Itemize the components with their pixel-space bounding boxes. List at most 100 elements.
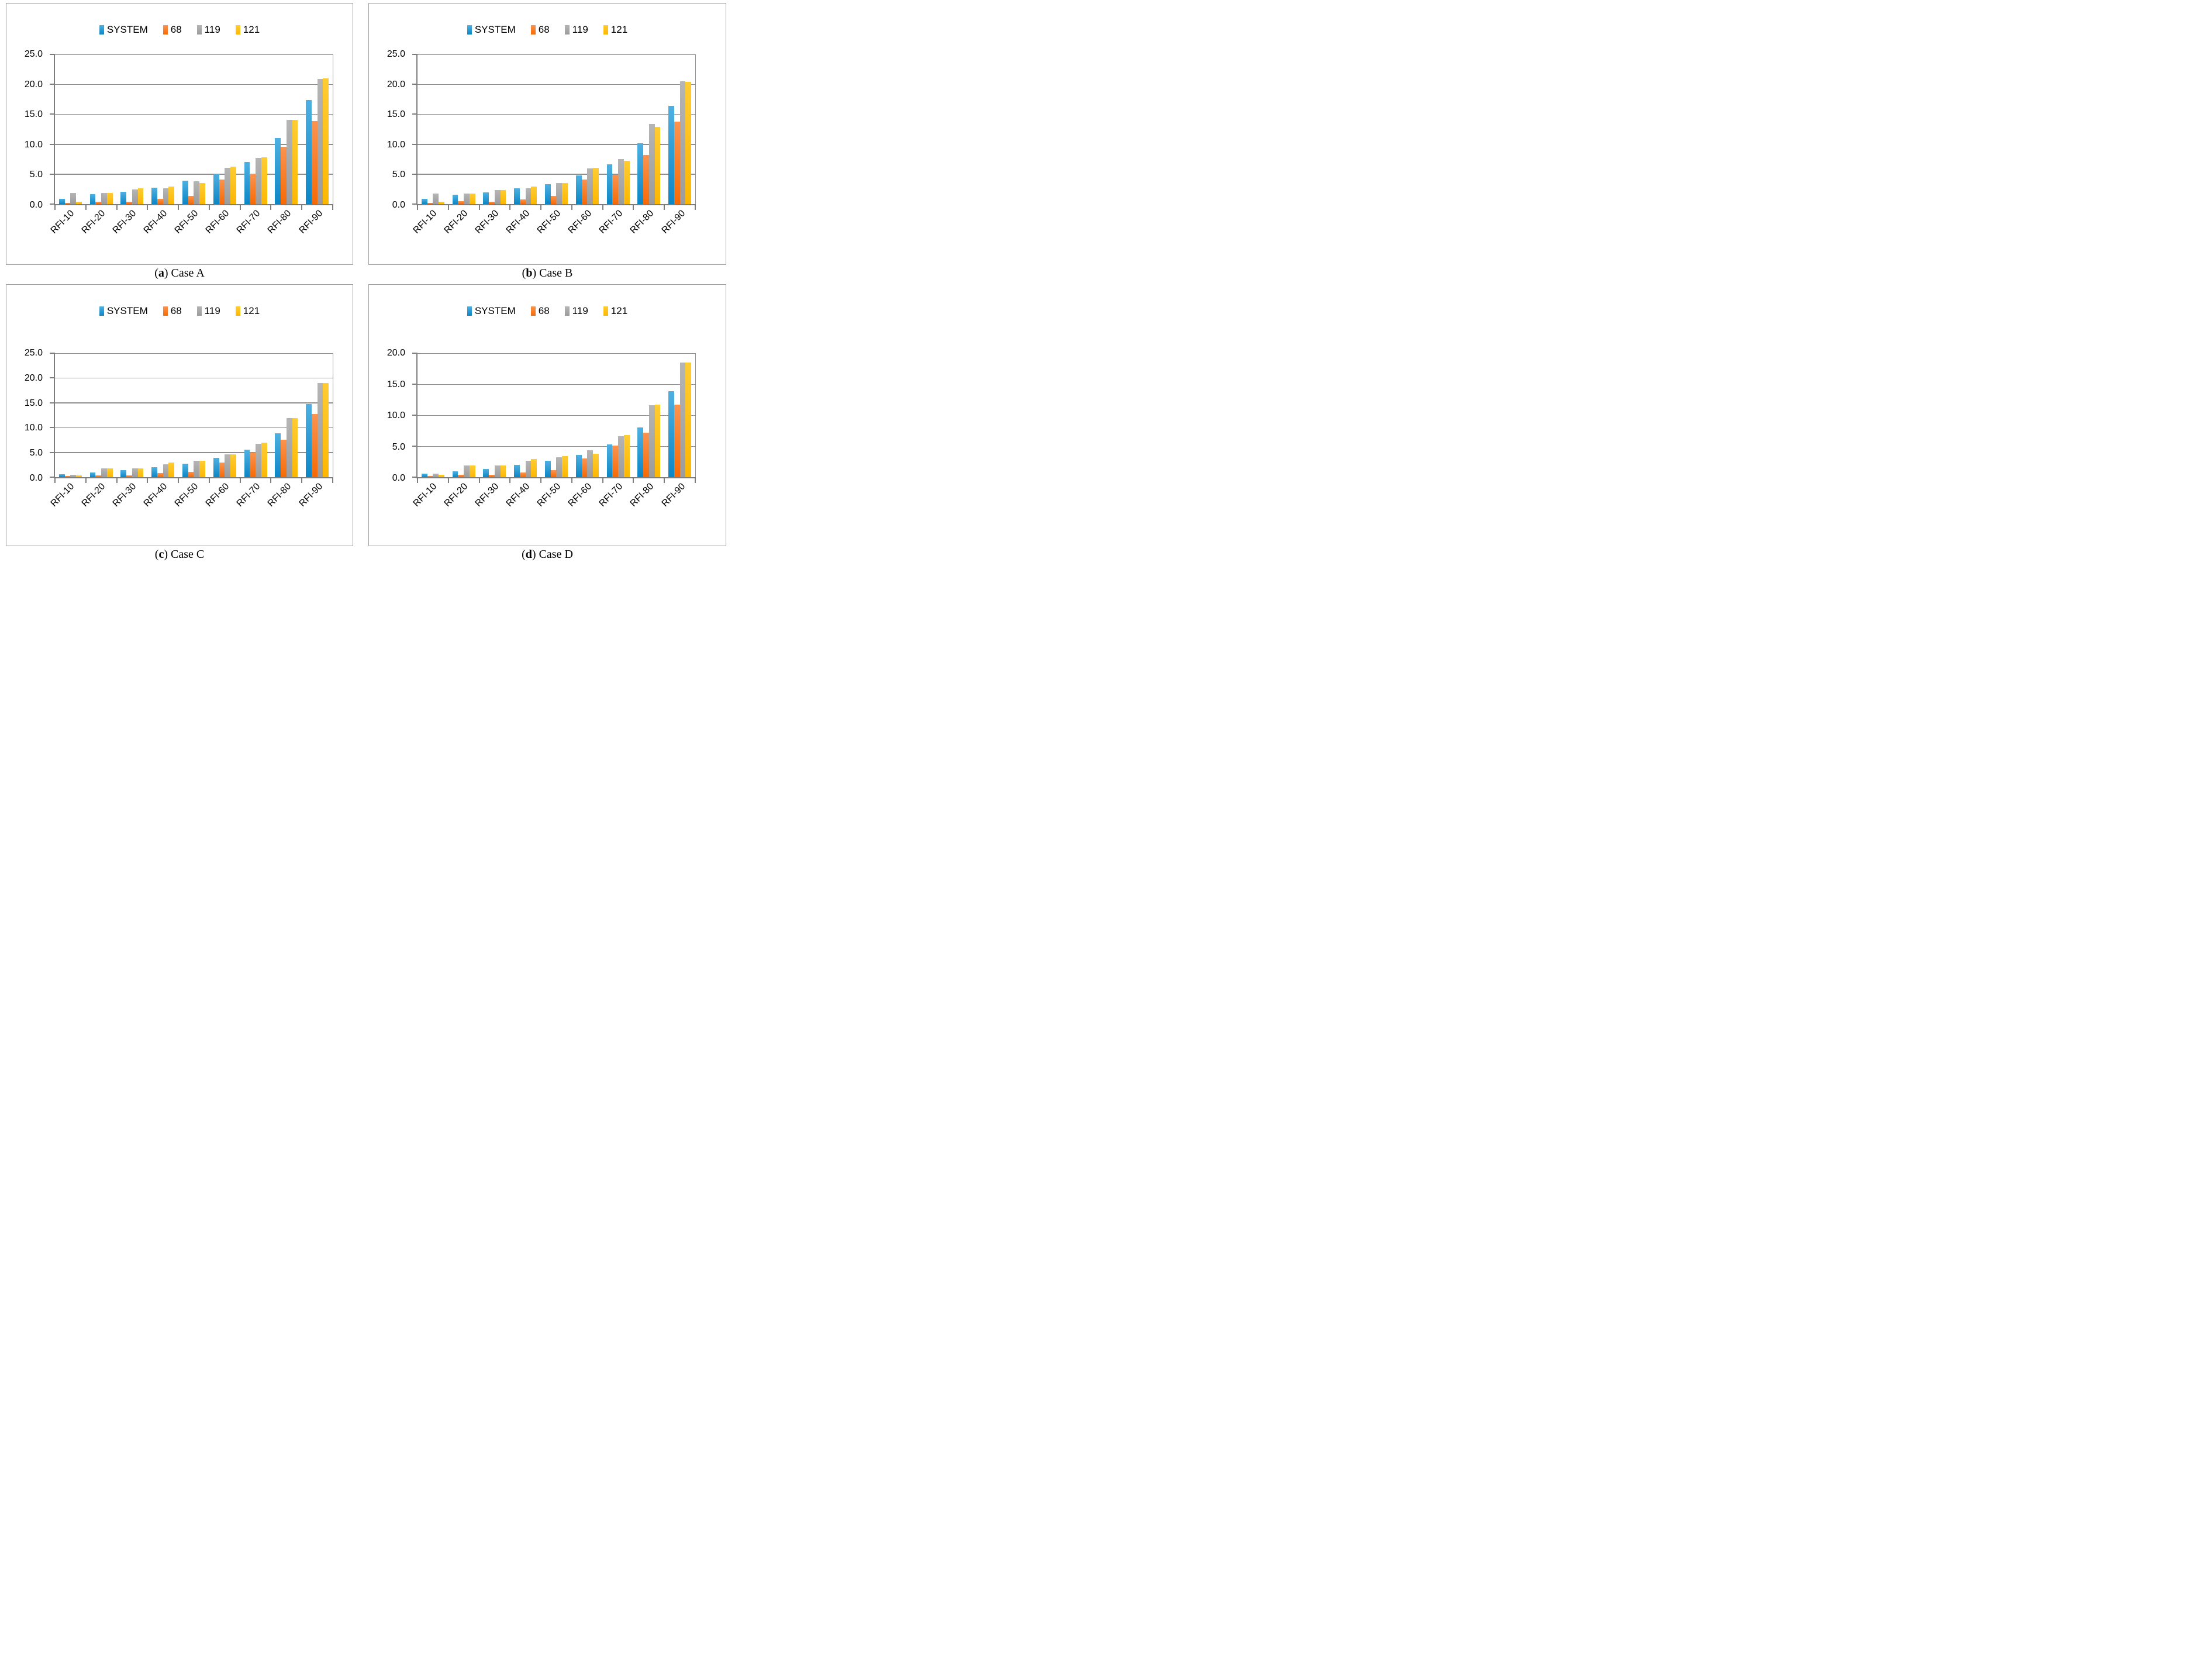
x-tick-label: RFI-20 xyxy=(80,208,107,236)
legend-swatch-icon xyxy=(99,306,104,316)
x-tick xyxy=(417,477,418,483)
bar-SYSTEM-RFI-20 xyxy=(89,472,96,477)
x-tick xyxy=(85,477,87,483)
bar-121-RFI-90 xyxy=(323,78,329,204)
legend-item-121: 121 xyxy=(603,25,627,35)
bar-119-RFI-10 xyxy=(70,474,77,477)
x-tick xyxy=(509,204,511,210)
bar-121-RFI-20 xyxy=(106,468,113,477)
panel-case-a: SYSTEM 68 119 121 25.0 20.0 15.0 10.0 5.0 0.0 RF… xyxy=(6,3,353,265)
bar-SYSTEM-RFI-90 xyxy=(668,106,674,204)
bar-68-RFI-90 xyxy=(674,404,680,477)
bar-group-RFI-80 xyxy=(633,353,664,477)
x-tick-label: RFI-60 xyxy=(203,208,232,236)
x-tick-label: RFI-20 xyxy=(442,208,470,236)
bar-119-RFI-90 xyxy=(317,382,323,477)
bar-68-RFI-50 xyxy=(188,471,194,477)
gridline xyxy=(418,384,695,385)
y-tick xyxy=(50,402,55,403)
caption-case-d: (d) Case D xyxy=(522,548,573,561)
bar-119-RFI-60 xyxy=(587,450,593,477)
caption-case-a: (a) Case A xyxy=(154,267,205,280)
bar-SYSTEM-RFI-80 xyxy=(637,427,644,477)
y-tick xyxy=(50,353,55,354)
x-tick-label: RFI-90 xyxy=(660,208,687,236)
y-tick xyxy=(412,143,418,145)
bar-group-RFI-40 xyxy=(147,353,178,477)
legend-label: 121 xyxy=(610,24,628,35)
y-tick-label: 5.0 xyxy=(392,441,405,452)
bar-group-RFI-30 xyxy=(479,54,510,204)
legend: SYSTEM 68 119 121 xyxy=(369,25,726,35)
y-tick xyxy=(50,143,55,145)
bar-119-RFI-40 xyxy=(163,188,169,204)
bar-SYSTEM-RFI-20 xyxy=(452,471,458,477)
bar-119-RFI-50 xyxy=(194,461,200,477)
legend-item-119: 119 xyxy=(196,306,220,316)
bar-group-RFI-10 xyxy=(55,54,86,204)
bar-119-RFI-30 xyxy=(132,189,138,204)
x-tick-label: RFI-90 xyxy=(297,208,325,236)
x-tick-label: RFI-80 xyxy=(266,208,294,236)
legend-item-119: 119 xyxy=(564,25,588,35)
legend-item-121: 121 xyxy=(603,306,627,316)
bar-119-RFI-50 xyxy=(556,457,563,477)
bar-68-RFI-50 xyxy=(550,195,557,204)
y-tick xyxy=(412,113,418,115)
x-tick-label: RFI-70 xyxy=(597,208,625,236)
legend-item-119: 119 xyxy=(564,306,588,316)
bar-68-RFI-80 xyxy=(643,432,649,477)
x-tick xyxy=(571,204,572,210)
y-axis-labels: 25.0 20.0 15.0 10.0 5.0 0.0 xyxy=(369,50,410,210)
bar-SYSTEM-RFI-30 xyxy=(120,470,127,477)
legend-item-119: 119 xyxy=(196,25,220,35)
x-tick xyxy=(270,204,272,210)
bar-121-RFI-70 xyxy=(623,434,630,477)
bar-119-RFI-70 xyxy=(618,436,624,477)
legend-item-68: 68 xyxy=(530,305,550,316)
y-tick-label: 0.0 xyxy=(392,200,405,210)
y-tick-label: 5.0 xyxy=(392,170,405,180)
bar-group-RFI-20 xyxy=(448,54,479,204)
bar-68-RFI-90 xyxy=(674,121,680,204)
x-tick xyxy=(54,204,56,210)
legend-label: 68 xyxy=(170,24,182,35)
x-axis-labels: RFI-10 RFI-20 RFI-30 RFI-40 RFI-50 RFI-60 RFI-… xyxy=(49,481,333,533)
x-tick-label: RFI-10 xyxy=(49,208,76,236)
x-tick xyxy=(478,204,480,210)
bar-121-RFI-10 xyxy=(76,201,82,204)
x-tick xyxy=(478,477,480,483)
caption-letter: c xyxy=(158,548,164,561)
bar-group-RFI-20 xyxy=(86,353,117,477)
bar-68-RFI-70 xyxy=(612,174,619,204)
legend: SYSTEM 68 119 121 xyxy=(6,306,353,316)
y-tick-label: 10.0 xyxy=(387,410,405,420)
bar-119-RFI-50 xyxy=(556,183,563,204)
bar-SYSTEM-RFI-20 xyxy=(452,194,458,204)
bar-68-RFI-80 xyxy=(643,155,649,204)
x-tick-label: RFI-20 xyxy=(80,481,107,509)
x-axis-labels: RFI-10 RFI-20 RFI-30 RFI-40 RFI-50 RFI-60 RFI-… xyxy=(411,481,696,533)
bar-119-RFI-90 xyxy=(679,362,686,477)
bar-119-RFI-70 xyxy=(256,444,261,477)
bar-group-RFI-70 xyxy=(603,353,634,477)
bar-68-RFI-40 xyxy=(519,472,526,477)
gridline xyxy=(418,174,695,175)
bar-119-RFI-60 xyxy=(225,167,230,204)
bar-121-RFI-10 xyxy=(439,474,444,477)
x-tick xyxy=(695,204,696,210)
bar-119-RFI-20 xyxy=(101,192,107,204)
bar-group-RFI-50 xyxy=(541,353,572,477)
bar-SYSTEM-RFI-30 xyxy=(483,469,489,477)
x-tick xyxy=(147,477,149,483)
bar-119-RFI-30 xyxy=(132,468,138,477)
bar-121-RFI-20 xyxy=(469,465,475,477)
y-tick-label: 10.0 xyxy=(387,139,405,150)
legend-label: 68 xyxy=(538,305,550,316)
gridline xyxy=(418,144,695,145)
x-tick xyxy=(54,477,56,483)
bar-121-RFI-10 xyxy=(439,201,444,204)
x-tick xyxy=(208,204,210,210)
y-tick xyxy=(412,203,418,205)
gridline xyxy=(55,402,333,403)
